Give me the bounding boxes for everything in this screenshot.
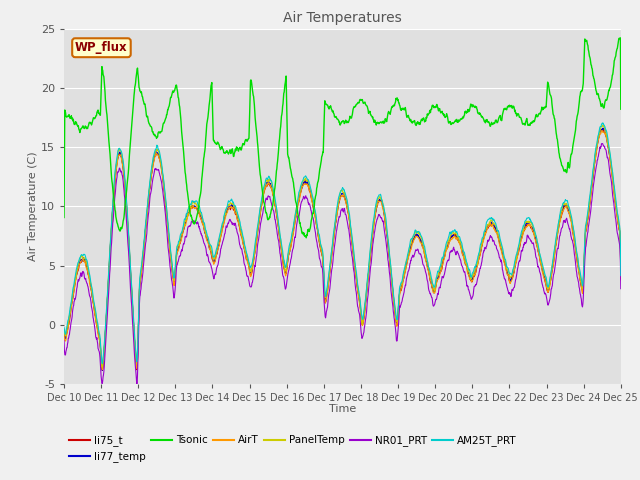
Title: Air Temperatures: Air Temperatures bbox=[283, 11, 402, 25]
Legend: li75_t, li77_temp, Tsonic, AirT, PanelTemp, NR01_PRT, AM25T_PRT: li75_t, li77_temp, Tsonic, AirT, PanelTe… bbox=[69, 435, 517, 462]
Text: WP_flux: WP_flux bbox=[75, 41, 128, 54]
X-axis label: Time: Time bbox=[329, 405, 356, 414]
Y-axis label: Air Temperature (C): Air Temperature (C) bbox=[28, 152, 38, 261]
